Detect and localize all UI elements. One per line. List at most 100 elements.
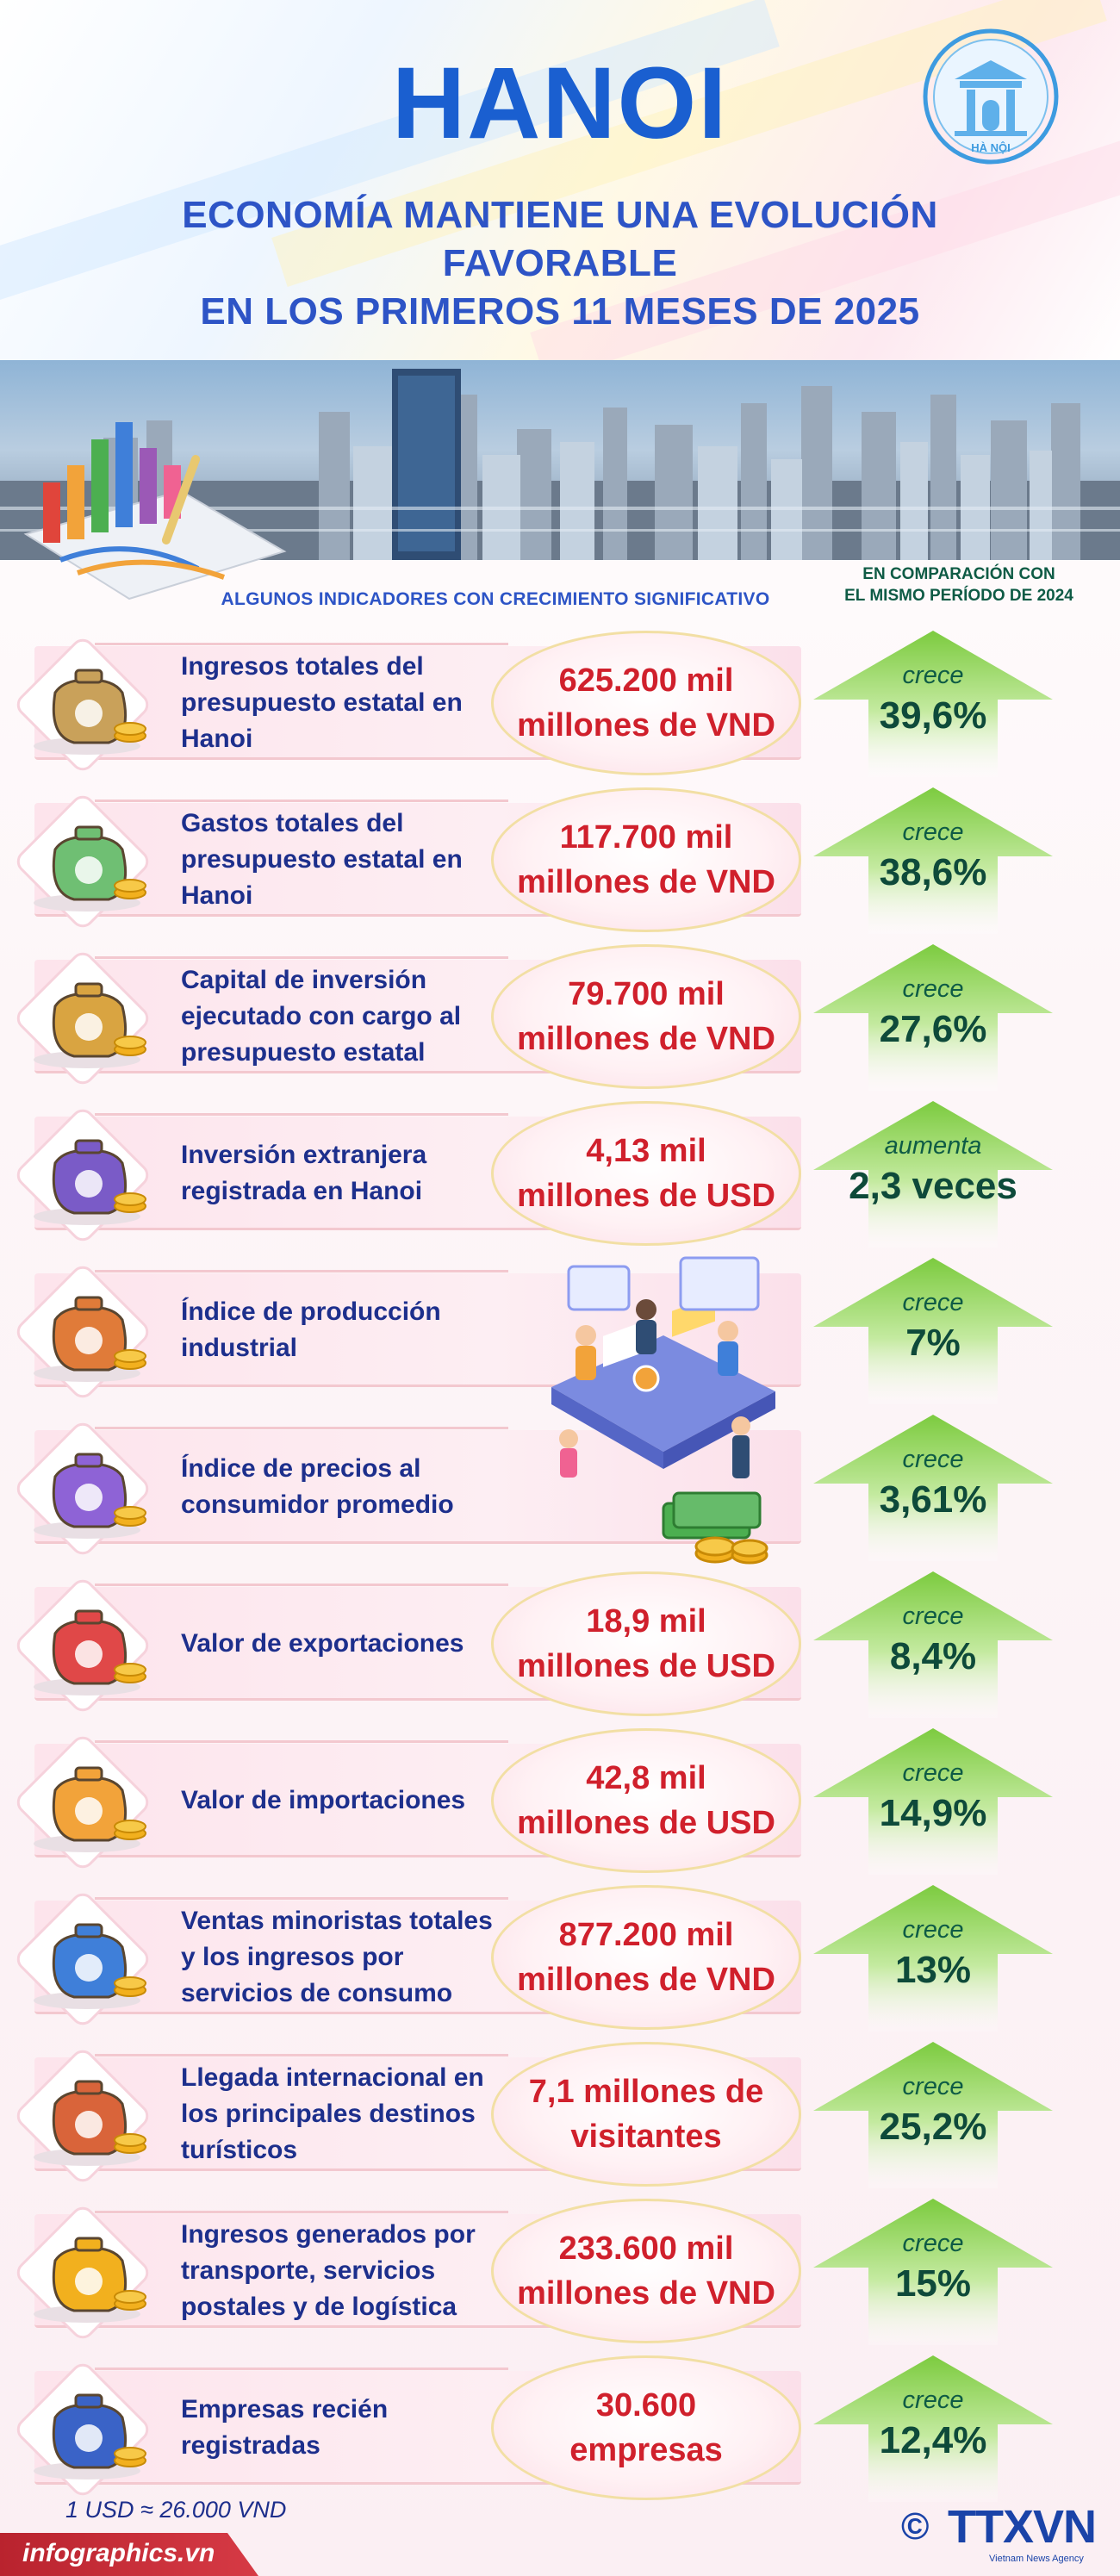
exchange-rate-note: 1 USD ≈ 26.000 VND: [65, 2497, 287, 2523]
indicator-value: 7,1 millones de visitantes: [491, 2042, 801, 2187]
up-arrow-icon: [813, 1101, 1053, 1248]
indicator-label: Capital de inversión ejecutado con cargo…: [181, 966, 462, 1067]
change-value: 8,4%: [889, 1635, 977, 1677]
indicator-label: Ingresos generados por transporte, servi…: [181, 2220, 476, 2321]
money-sack-icon: [34, 982, 146, 1068]
change-word: aumenta: [884, 1132, 982, 1160]
value-line-1: 4,13 mil: [586, 1133, 706, 1169]
value-line-2: millones de VND: [517, 864, 775, 900]
svg-text:HÀ NỘI: HÀ NỘI: [971, 141, 1011, 154]
up-arrow-icon: [813, 631, 1053, 777]
indicator-label: Llegada internacional en los principales…: [181, 2063, 484, 2164]
indicator-row: Índice de precios al consumidor promedio…: [0, 1413, 1120, 1561]
indicator-label: Ingresos totales del presupuesto estatal…: [181, 652, 463, 753]
up-arrow-icon: [813, 1728, 1053, 1875]
change-value: 25,2%: [879, 2106, 987, 2148]
change-word: crece: [902, 2073, 964, 2100]
row-divider: [95, 800, 508, 802]
up-arrow-icon: [813, 2199, 1053, 2345]
value-line-1: 42,8 mil: [586, 1760, 706, 1796]
indicator-row: Valor de exportaciones 18,9 mil millones d…: [0, 1570, 1120, 1718]
indicators-heading: ALGUNOS INDICADORES CON CRECIMIENTO SIGN…: [221, 589, 770, 609]
value-line-2: millones de VND: [517, 2275, 775, 2312]
indicator-value-text: 18,9 mil millones de USD: [508, 1599, 784, 1689]
up-arrow-icon: [813, 1885, 1053, 2032]
change-value: 39,6%: [879, 694, 987, 737]
shop-phone-icon: [34, 1923, 146, 2009]
indicator-label: Empresas recién registradas: [181, 2395, 389, 2460]
indicator-row: Ingresos generados por transporte, servi…: [0, 2197, 1120, 2345]
value-line-1: 233.600 mil: [558, 2231, 734, 2267]
change-word: crece: [902, 975, 964, 1003]
value-line-1: 18,9 mil: [586, 1603, 706, 1640]
value-line-1: 7,1 millones de: [528, 2074, 764, 2110]
tourist-icon: [34, 2080, 146, 2166]
up-arrow-icon: [813, 2355, 1053, 2502]
indicator-value: 18,9 mil millones de USD: [491, 1571, 801, 1716]
indicator-row: Ingresos totales del presupuesto estatal…: [0, 629, 1120, 777]
indicator-label: Índice de producción industrial: [181, 1297, 441, 1362]
change-value: 15%: [894, 2262, 972, 2305]
change-value: 3,61%: [879, 1478, 987, 1521]
subtitle-line-1: ECONOMÍA MANTIENE UNA EVOLUCIÓN FAVORABL…: [182, 194, 938, 284]
change-word: crece: [902, 818, 964, 846]
shopping-basket-icon: [34, 1453, 146, 1539]
import-truck-icon: [34, 1766, 146, 1852]
indicator-value-text: 30.600 empresas: [508, 2383, 784, 2473]
row-divider: [95, 2054, 508, 2056]
indicator-label: Ventas minoristas totales y los ingresos…: [181, 1907, 493, 2007]
value-line-1: 877.200 mil: [558, 1917, 734, 1953]
row-divider: [95, 2368, 508, 2370]
row-divider: [95, 1270, 508, 1272]
row-divider: [95, 1897, 508, 1900]
value-line-2: millones de USD: [517, 1178, 775, 1214]
value-line-1: 79.700 mil: [568, 976, 725, 1012]
people-working-illustration-icon: [551, 1256, 775, 1478]
value-line-2: millones de VND: [517, 1962, 775, 1998]
page-title: HANOI: [391, 47, 729, 160]
indicator-label: Valor de importaciones: [181, 1786, 466, 1814]
indicator-value-text: 877.200 mil millones de VND: [508, 1913, 784, 2002]
change-value: 13%: [894, 1949, 972, 1991]
indicator-value-text: 4,13 mil millones de USD: [508, 1129, 784, 1218]
change-value: 7%: [905, 1322, 961, 1364]
agency-subtitle: Vietnam News Agency: [989, 2554, 1084, 2564]
indicator-value-text: 7,1 millones de visitantes: [508, 2069, 784, 2159]
export-truck-icon: [34, 1609, 146, 1696]
value-line-2: millones de VND: [517, 1021, 775, 1057]
indicator-value: 30.600 empresas: [491, 2355, 801, 2500]
change-word: crece: [902, 1916, 964, 1944]
row-divider: [95, 2211, 508, 2213]
indicator-row: Inversión extranjera registrada en Hanoi…: [0, 1099, 1120, 1248]
indicator-value: 4,13 mil millones de USD: [491, 1101, 801, 1246]
indicator-value-text: 42,8 mil millones de USD: [508, 1756, 784, 1845]
change-value: 27,6%: [879, 1008, 987, 1050]
value-line-2: empresas: [569, 2432, 723, 2468]
indicator-value-text: 79.700 mil millones de VND: [508, 972, 784, 1061]
change-word: crece: [902, 1446, 964, 1473]
change-word: crece: [902, 2386, 964, 2414]
site-name: infographics.vn: [22, 2539, 215, 2567]
indicator-value: 877.200 mil millones de VND: [491, 1885, 801, 2030]
up-arrow-icon: [813, 1415, 1053, 1561]
change-word: crece: [902, 662, 964, 689]
subtitle-line-2: EN LOS PRIMEROS 11 MESES DE 2025: [200, 290, 920, 333]
change-word: crece: [902, 1602, 964, 1630]
row-divider: [95, 956, 508, 959]
copyright-symbol: ©: [901, 2505, 930, 2548]
footer-bar: [0, 2533, 258, 2576]
comparison-heading-line-1: EN COMPARACIÓN CON: [862, 565, 1055, 583]
comparison-heading-line-2: EL MISMO PERÍODO DE 2024: [844, 587, 1073, 605]
indicator-row: Llegada internacional en los principales…: [0, 2040, 1120, 2188]
indicator-value-text: 625.200 mil millones de VND: [508, 658, 784, 748]
indicator-value: 625.200 mil millones de VND: [491, 631, 801, 775]
up-arrow-icon: [813, 2042, 1053, 2188]
hanoi-logo-icon: HÀ NỘI: [923, 28, 1059, 165]
row-divider: [95, 1427, 508, 1429]
up-arrow-icon: [813, 787, 1053, 934]
indicator-label: Índice de precios al consumidor promedio: [181, 1454, 454, 1519]
delivery-truck-icon: [34, 2237, 146, 2323]
up-arrow-icon: [813, 1571, 1053, 1718]
comparison-heading: EN COMPARACIÓN CON EL MISMO PERÍODO DE 2…: [825, 563, 1092, 607]
value-line-2: millones de USD: [517, 1805, 775, 1841]
